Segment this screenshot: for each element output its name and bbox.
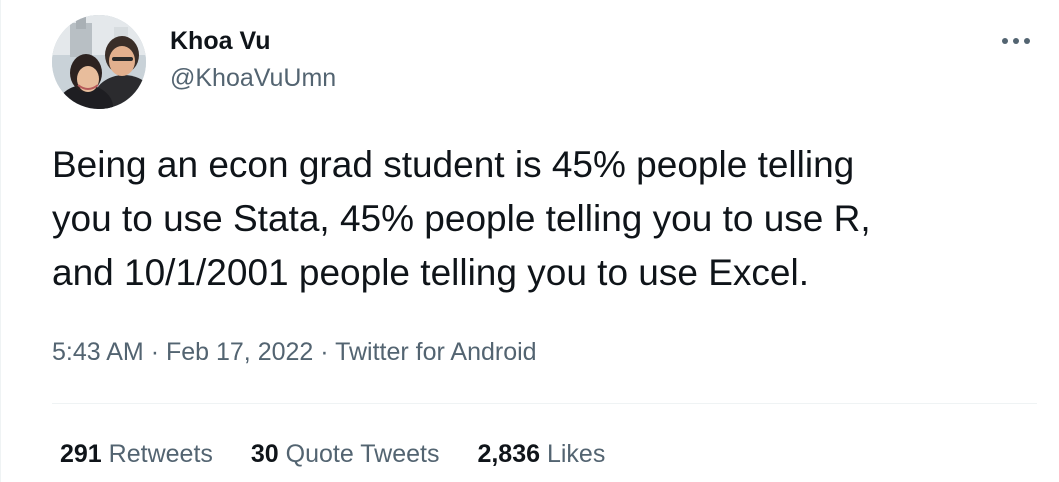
more-dots-icon [1002, 38, 1030, 44]
retweets-stat[interactable]: 291 Retweets [60, 438, 213, 470]
page-left-border [0, 0, 1, 482]
tweet-meta: 5:43 AM · Feb 17, 2022 · Twitter for And… [52, 336, 537, 368]
quote-tweets-stat[interactable]: 30 Quote Tweets [251, 438, 440, 470]
divider [52, 403, 1037, 404]
tweet-text: Being an econ grad student is 45% people… [52, 144, 871, 293]
more-options-button[interactable] [996, 24, 1036, 58]
likes-label: Likes [546, 440, 606, 468]
tweet-stats: 291 Retweets 30 Quote Tweets 2,836 Likes [60, 438, 605, 470]
likes-stat[interactable]: 2,836 Likes [477, 438, 605, 470]
tweet-source[interactable]: Twitter for Android [335, 338, 537, 366]
avatar[interactable] [52, 15, 146, 109]
meta-separator: · [320, 338, 329, 366]
likes-count: 2,836 [477, 440, 541, 468]
tweet: Khoa Vu @KhoaVuUmn Being an econ grad st… [52, 0, 1037, 482]
tweet-time[interactable]: 5:43 AM [52, 338, 144, 366]
quote-tweets-count: 30 [250, 440, 279, 468]
retweets-label: Retweets [108, 440, 213, 468]
quote-tweets-label: Quote Tweets [285, 440, 440, 468]
author-name[interactable]: Khoa Vu [170, 27, 271, 55]
meta-separator: · [150, 338, 160, 366]
retweets-count: 291 [60, 440, 102, 468]
avatar-photo [52, 15, 146, 109]
author-handle[interactable]: @KhoaVuUmn [170, 64, 337, 92]
tweet-date[interactable]: Feb 17, 2022 [165, 338, 314, 366]
